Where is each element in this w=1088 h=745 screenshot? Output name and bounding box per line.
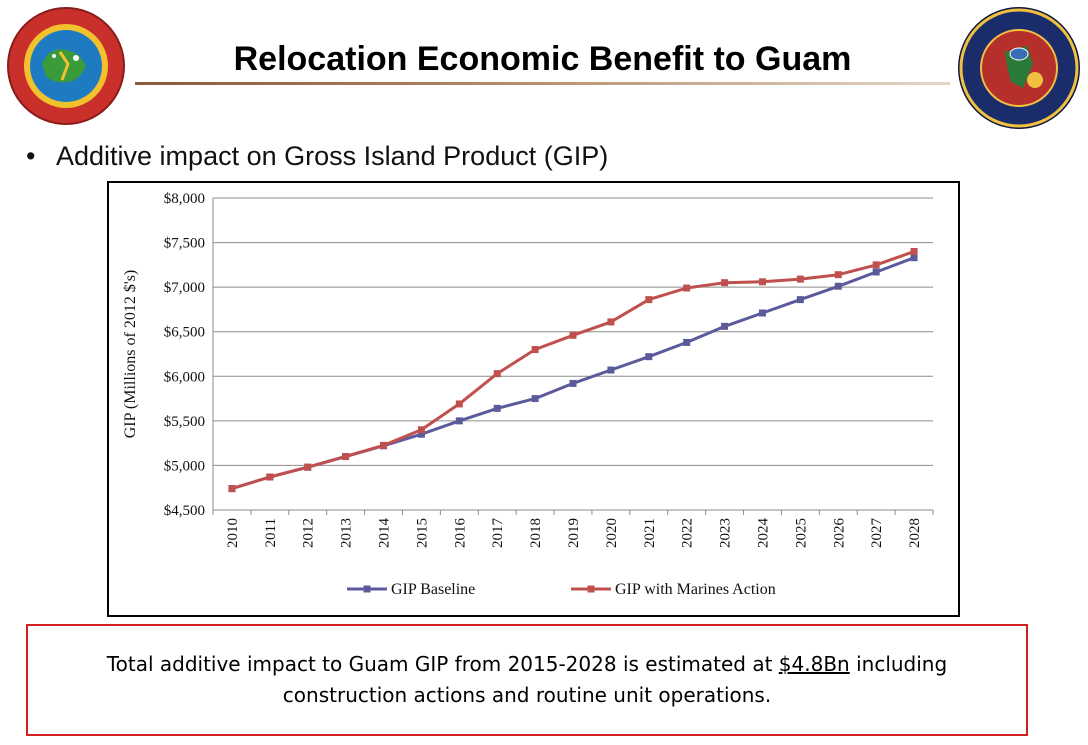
data-point-baseline: [721, 322, 729, 330]
y-tick-label: $8,000: [164, 191, 205, 207]
bullet-dot: •: [26, 141, 36, 171]
x-tick-label: 2027: [869, 518, 885, 549]
data-point-baseline: [569, 379, 577, 387]
x-tick-label: 2011: [263, 518, 279, 547]
data-point-baseline: [417, 430, 425, 438]
y-tick-label: $5,500: [164, 414, 205, 430]
mcag-seal: [957, 6, 1081, 130]
y-axis-label: GIP (Millions of 2012 $'s): [122, 270, 139, 439]
mcag-seal-graphic: [958, 7, 1080, 129]
data-point-marines-action: [758, 278, 766, 286]
data-point-baseline: [796, 296, 804, 304]
data-point-baseline: [531, 395, 539, 403]
x-tick-label: 2017: [490, 518, 506, 549]
x-tick-label: 2014: [377, 518, 393, 549]
x-tick-label: 2019: [566, 518, 582, 548]
x-tick-label: 2026: [831, 518, 847, 549]
y-tick-label: $7,500: [164, 236, 205, 252]
x-tick-label: 2022: [680, 518, 696, 548]
data-point-baseline: [834, 282, 842, 290]
data-point-marines-action: [721, 279, 729, 287]
data-point-marines-action: [645, 296, 653, 304]
data-point-baseline: [872, 268, 880, 276]
data-point-marines-action: [683, 284, 691, 292]
summary-text-start: Total additive impact to Guam GIP from 2…: [106, 652, 779, 676]
data-point-marines-action: [796, 275, 804, 283]
x-tick-label: 2025: [793, 518, 809, 548]
data-point-marines-action: [872, 261, 880, 269]
data-point-marines-action: [910, 247, 918, 255]
x-tick-label: 2018: [528, 518, 544, 548]
x-tick-label: 2028: [907, 518, 923, 548]
title-underline: [135, 82, 950, 85]
data-point-baseline: [758, 309, 766, 317]
summary-line-1: Total additive impact to Guam GIP from 2…: [107, 649, 947, 680]
x-tick-label: 2024: [755, 518, 771, 549]
summary-text-end: including: [849, 652, 948, 676]
summary-amount: $4.8Bn: [778, 652, 850, 676]
data-point-marines-action: [493, 370, 501, 378]
x-tick-label: 2015: [414, 518, 430, 548]
y-tick-label: $7,000: [164, 280, 205, 296]
x-tick-label: 2016: [452, 518, 468, 549]
y-tick-label: $5,000: [164, 458, 205, 474]
data-point-marines-action: [607, 318, 615, 326]
data-point-baseline: [683, 338, 691, 346]
data-point-marines-action: [304, 463, 312, 471]
x-tick-label: 2021: [642, 518, 658, 548]
data-point-baseline: [607, 366, 615, 374]
marforpac-seal-graphic: [7, 7, 125, 125]
data-point-baseline: [645, 353, 653, 361]
summary-line-2: construction actions and routine unit op…: [282, 683, 772, 707]
data-point-marines-action: [342, 453, 350, 461]
bullet-text: Additive impact on Gross Island Product …: [56, 141, 609, 171]
y-tick-label: $6,500: [164, 325, 205, 341]
x-tick-label: 2012: [301, 518, 317, 548]
legend-label: GIP with Marines Action: [615, 581, 776, 598]
x-tick-label: 2013: [339, 518, 355, 548]
data-point-marines-action: [834, 271, 842, 279]
y-tick-label: $6,000: [164, 369, 205, 385]
bullet-item: • Additive impact on Gross Island Product…: [26, 141, 608, 172]
data-point-marines-action: [417, 426, 425, 434]
legend-swatch-marker: [587, 585, 595, 593]
marforpac-seal: [6, 6, 126, 126]
x-tick-label: 2020: [604, 518, 620, 548]
data-point-baseline: [910, 254, 918, 262]
data-point-marines-action: [380, 441, 388, 449]
legend-swatch-marker: [363, 585, 371, 593]
data-point-marines-action: [228, 485, 236, 493]
y-tick-label: $4,500: [164, 503, 205, 519]
legend-label: GIP Baseline: [391, 581, 475, 598]
gip-chart: $4,500 $5,000 $5,500 $6,000 $6,500 $7,000 $7,5…: [107, 181, 960, 617]
data-point-baseline: [455, 417, 463, 425]
x-tick-label: 2010: [225, 518, 241, 548]
series-line-baseline: [231, 256, 915, 491]
data-point-marines-action: [569, 331, 577, 339]
data-point-marines-action: [531, 346, 539, 354]
slide-title: Relocation Economic Benefit to Guam: [233, 40, 852, 78]
data-point-marines-action: [455, 400, 463, 408]
x-tick-label: 2023: [718, 518, 734, 548]
summary-callout: Total additive impact to Guam GIP from 2…: [26, 624, 1028, 736]
gip-line-chart: $4,500 $5,000 $5,500 $6,000 $6,500 $7,000 $7,5…: [122, 191, 934, 598]
data-point-marines-action: [266, 473, 274, 481]
data-point-baseline: [493, 404, 501, 412]
